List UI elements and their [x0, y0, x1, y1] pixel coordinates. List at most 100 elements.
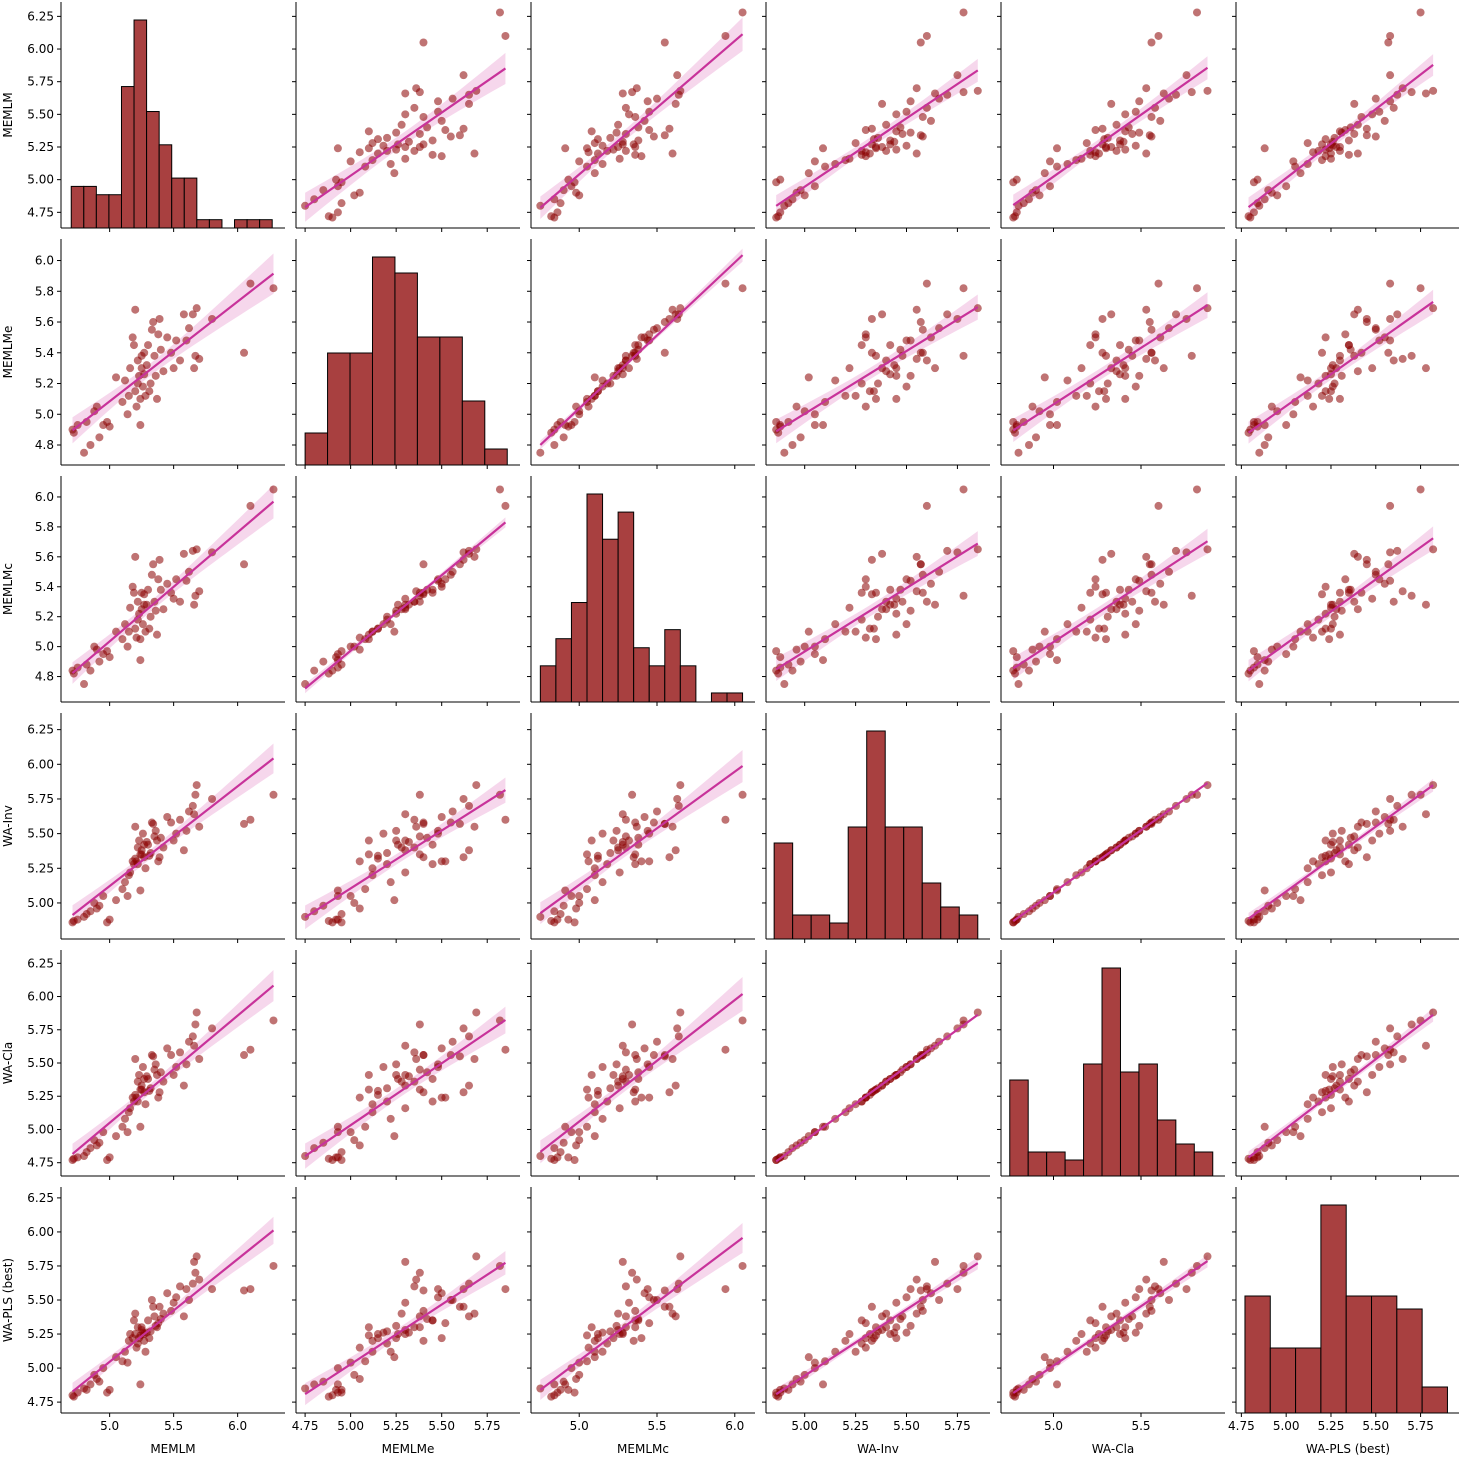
scatter-point [1303, 391, 1312, 400]
scatter-point [368, 1100, 377, 1109]
scatter-point [1362, 314, 1371, 323]
scatter-point [350, 1370, 359, 1379]
scatter-point [676, 1252, 685, 1261]
scatter-point [1421, 1041, 1430, 1050]
y-tick-label: 6.00 [27, 42, 54, 56]
scatter-point [131, 305, 140, 314]
scatter-point [459, 1024, 468, 1033]
scatter-point [810, 182, 819, 191]
scatter-point [1309, 402, 1318, 411]
scatter-point [590, 169, 599, 178]
scatter-point [437, 152, 446, 161]
scatter-point [1102, 351, 1110, 360]
y-tick-label: 5.4 [35, 580, 54, 594]
scatter-point [179, 310, 188, 319]
scatter-point [332, 1385, 341, 1394]
scatter-point [871, 394, 880, 403]
histogram-bar [371, 256, 396, 466]
scatter-point [625, 110, 633, 119]
subplot-WA-Cla-vs-WA-Cla [997, 950, 1225, 1180]
scatter-point [1121, 394, 1130, 403]
y-tick-label: 5.75 [27, 1259, 54, 1273]
scatter-point [867, 1302, 876, 1311]
scatter-point [1318, 871, 1327, 880]
scatter-point [190, 810, 199, 819]
histogram-bar [1101, 967, 1121, 1177]
scatter-point [1253, 915, 1262, 924]
scatter-point [1156, 116, 1165, 125]
scatter-point [1303, 1100, 1312, 1109]
scatter-point [1353, 367, 1362, 376]
scatter-point [1040, 1353, 1049, 1362]
histogram-bar [1421, 1386, 1448, 1414]
scatter-point [819, 1380, 828, 1389]
x-tick-label: 5.5 [164, 1419, 183, 1433]
scatter-point [441, 1319, 450, 1328]
x-axis-label: MEMLMe [382, 1442, 435, 1456]
scatter-point [615, 154, 624, 163]
histogram-bar [1244, 1295, 1271, 1414]
scatter-point [1253, 1153, 1262, 1162]
scatter-point [73, 915, 82, 924]
scatter-point [150, 351, 159, 360]
scatter-point [112, 896, 121, 905]
scatter-point [188, 1279, 197, 1288]
scatter-point [415, 790, 424, 799]
scatter-point [931, 89, 940, 98]
scatter-point [845, 1330, 854, 1339]
histogram-bar [394, 272, 418, 466]
y-tick-label: 6.00 [27, 990, 54, 1004]
scatter-point [95, 1377, 104, 1386]
scatter-point [804, 169, 813, 178]
subplot-WA-Inv-vs-MEMLM: 5.00 5.25 5.50 5.75 6.00 6.25 WA-Inv [1, 713, 285, 943]
scatter-point [1389, 356, 1398, 365]
scatter-point [301, 1384, 310, 1393]
scatter-point [441, 857, 450, 866]
scatter-point [361, 1122, 370, 1131]
scatter-point [190, 1041, 199, 1050]
scatter-point [195, 587, 204, 596]
scatter-point [898, 597, 907, 606]
scatter-point [1282, 182, 1291, 191]
scatter-point [615, 1104, 624, 1113]
regression-line [1247, 301, 1434, 434]
y-tick-label: 6.0 [35, 490, 54, 504]
scatter-point [1321, 836, 1330, 845]
scatter-point [614, 1309, 623, 1318]
scatter-point [1028, 645, 1037, 654]
scatter-point [1053, 1357, 1061, 1366]
scatter-point [780, 680, 789, 689]
scatter-point [906, 128, 915, 137]
scatter-point [637, 1334, 646, 1343]
scatter-point [653, 94, 661, 103]
scatter-point [851, 627, 860, 636]
regression-line [775, 306, 979, 433]
scatter-point [575, 898, 584, 907]
scatter-point [1053, 1380, 1061, 1389]
scatter-point [179, 1312, 188, 1321]
scatter-point [583, 1122, 591, 1131]
scatter-point [167, 1051, 176, 1060]
scatter-point [1335, 836, 1344, 845]
scatter-point [892, 364, 901, 373]
scatter-point [631, 1306, 640, 1315]
scatter-point [404, 137, 413, 146]
scatter-point [1330, 379, 1339, 388]
scatter-point [167, 818, 176, 827]
regression-line [71, 272, 275, 432]
scatter-point [1154, 1285, 1163, 1294]
scatter-point [878, 1312, 887, 1321]
scatter-point [195, 822, 204, 831]
scatter-point [192, 781, 201, 790]
y-tick-label: 5.2 [35, 610, 54, 624]
scatter-point [1014, 680, 1023, 689]
scatter-point [959, 351, 968, 360]
scatter-point [428, 840, 437, 849]
scatter-point [660, 348, 669, 357]
subplot-WA-Cla-vs-WA-PLS (best) [1232, 950, 1459, 1180]
scatter-point [1165, 567, 1173, 576]
scatter-point [123, 1358, 132, 1367]
scatter-point [105, 422, 114, 431]
scatter-point [501, 501, 510, 510]
scatter-point [618, 1041, 627, 1050]
